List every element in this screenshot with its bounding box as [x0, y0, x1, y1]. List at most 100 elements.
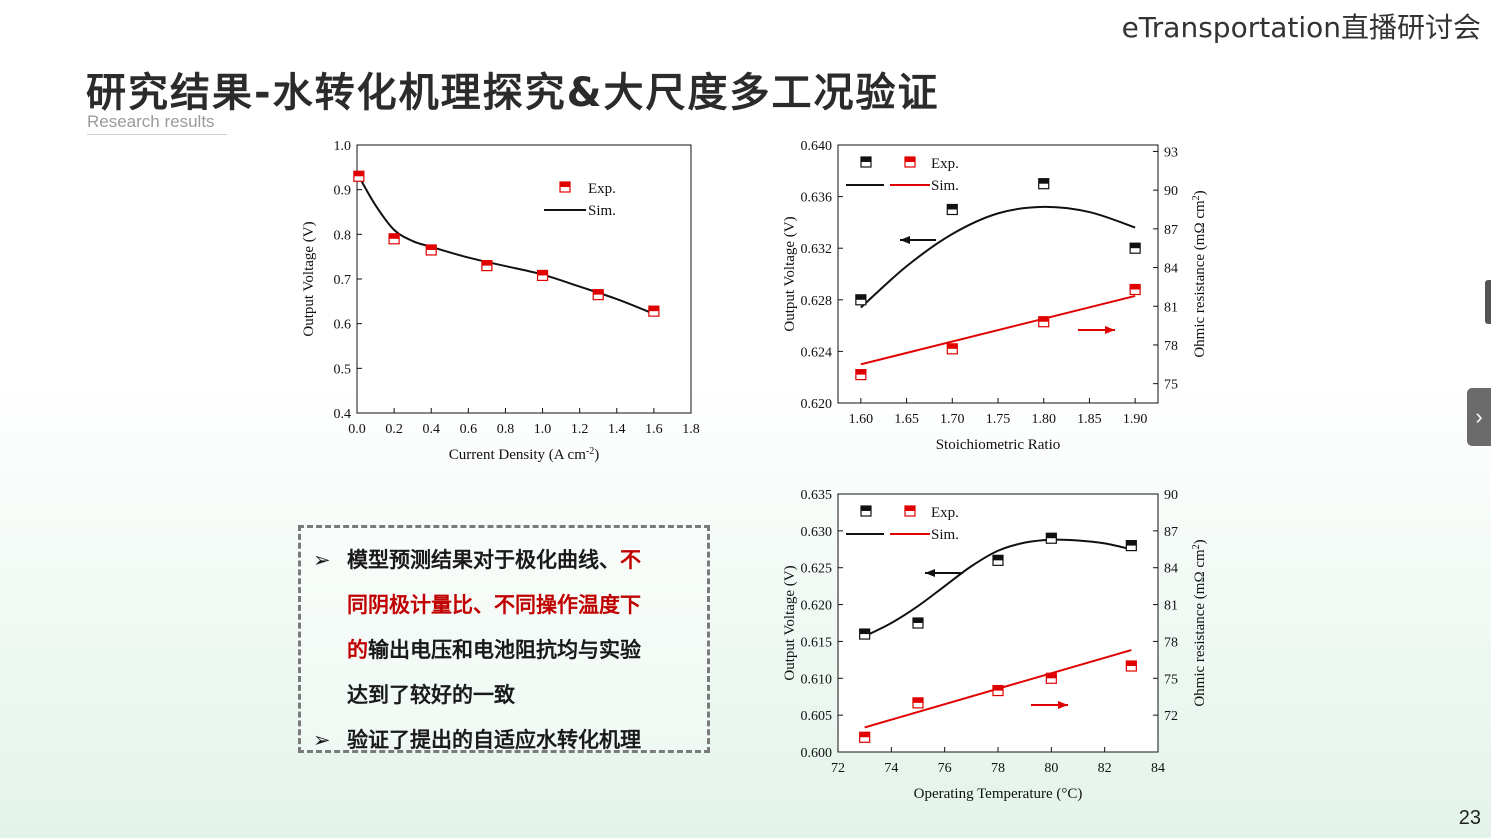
y-right-tick-label: 90: [1164, 488, 1178, 503]
x-axis-label: Current Density (A cm-2): [449, 446, 599, 464]
bullet-2-text: 验证了提出的自适应水转化机理: [347, 728, 641, 752]
legend-exp-marker-red: [904, 505, 916, 517]
y-tick-label: 0.5: [334, 362, 352, 377]
x-tick-label: 0.0: [348, 422, 366, 437]
y-tick-label: 0.6: [334, 318, 352, 333]
exp-point: [481, 260, 493, 272]
bullet-1-highlight-c: 的: [347, 638, 368, 662]
y-right-tick-label: 78: [1164, 339, 1178, 354]
y-tick-label: 0.624: [801, 345, 833, 360]
x-axis-label: Operating Temperature (°C): [914, 786, 1083, 802]
x-tick-label: 76: [938, 761, 952, 776]
y-tick-label: 0.640: [801, 139, 833, 154]
x-tick-label: 1.75: [986, 412, 1011, 427]
conclusion-callout: ➢ 模型预测结果对于极化曲线、不 同阴极计量比、不同操作温度下 的输出电压和电池…: [298, 525, 710, 753]
resistance-exp-point: [946, 343, 958, 355]
side-scroll-indicator[interactable]: [1485, 280, 1491, 324]
x-tick-label: 84: [1151, 761, 1165, 776]
y-right-tick-label: 78: [1164, 635, 1178, 650]
voltage-sim-curve: [864, 538, 1132, 638]
left-axis-arrow: [925, 569, 963, 577]
legend-sim-label: Sim.: [931, 527, 959, 543]
y-tick-label: 0.635: [801, 488, 833, 503]
bullet-1-text-c: 达到了较好的一致: [347, 683, 515, 707]
legend-exp-marker-black: [860, 505, 872, 517]
x-tick-label: 1.0: [534, 422, 552, 437]
x-tick-label: 82: [1098, 761, 1112, 776]
bullet-1-text-a: 模型预测结果对于极化曲线、: [347, 548, 620, 572]
resistance-exp-point: [992, 684, 1004, 697]
x-tick-label: 0.2: [385, 422, 403, 437]
y-tick-label: 0.615: [801, 635, 833, 650]
y-axis-label: Output Voltage (V): [782, 565, 798, 680]
resistance-sim-line: [860, 294, 1136, 366]
y-tick-label: 0.636: [801, 191, 833, 206]
bullet-1-text-b: 输出电压和电池阻抗均与实验: [368, 638, 641, 662]
bullet-1: ➢ 模型预测结果对于极化曲线、不 同阴极计量比、不同操作温度下 的输出电压和电池…: [313, 538, 697, 718]
voltage-exp-point: [1129, 242, 1141, 254]
y-tick-label: 0.9: [334, 184, 352, 199]
y-right-tick-label: 75: [1164, 672, 1178, 687]
plot-frame: [837, 144, 1159, 404]
resistance-exp-point: [1038, 316, 1050, 328]
chevron-right-icon[interactable]: ›: [1467, 388, 1491, 446]
exp-point: [388, 233, 400, 245]
y-tick-label: 0.8: [334, 228, 352, 243]
right-axis-arrow: [1031, 701, 1068, 709]
y-right-tick-label: 75: [1164, 378, 1178, 393]
voltage-exp-point: [1038, 178, 1050, 190]
voltage-exp-point: [855, 294, 867, 306]
exp-point: [648, 305, 660, 317]
bullet-1-highlight-b: 同阴极计量比、不同操作温度下: [347, 593, 641, 617]
voltage-sim-curve: [860, 205, 1136, 309]
y-right-tick-label: 93: [1164, 145, 1178, 160]
arrow-bullet-icon: ➢: [313, 728, 331, 752]
y-right-tick-label: 81: [1164, 300, 1178, 315]
voltage-exp-point: [946, 203, 958, 216]
exp-point: [592, 289, 604, 301]
y-tick-label: 0.600: [801, 746, 833, 761]
sim-curve: [357, 175, 655, 315]
resistance-exp-point: [1129, 283, 1141, 296]
x-tick-label: 80: [1044, 761, 1058, 776]
voltage-exp-point: [912, 617, 924, 629]
legend-exp-label: Exp.: [931, 505, 959, 521]
legend-exp-marker-red: [904, 156, 916, 168]
left-axis-arrow: [900, 236, 936, 244]
legend-sim-label: Sim.: [588, 203, 616, 219]
y-right-tick-label: 87: [1164, 223, 1178, 238]
page-title: 研究结果-水转化机理探究&大尺度多工况验证: [86, 70, 940, 116]
legend-exp-label: Exp.: [588, 181, 616, 197]
x-tick-label: 1.90: [1123, 412, 1148, 427]
org-name: eTransportation直播研讨会: [1121, 11, 1481, 44]
y-right-axis-label: Ohmic resistance (mΩ cm2): [1191, 539, 1209, 706]
y-right-tick-label: 84: [1164, 562, 1178, 577]
y-tick-label: 1.0: [334, 139, 352, 154]
x-tick-label: 1.70: [940, 412, 965, 427]
page-number: 23: [1458, 807, 1481, 829]
x-tick-label: 72: [831, 761, 845, 776]
x-tick-label: 1.85: [1077, 412, 1102, 427]
x-tick-label: 0.8: [497, 422, 515, 437]
y-tick-label: 0.628: [801, 294, 833, 309]
y-tick-label: 0.632: [801, 242, 833, 257]
y-tick-label: 0.605: [801, 709, 833, 724]
voltage-exp-point: [1045, 532, 1057, 544]
y-tick-label: 0.620: [801, 397, 833, 412]
x-tick-label: 1.60: [849, 412, 874, 427]
x-tick-label: 1.80: [1031, 412, 1056, 427]
legend-exp-marker: [559, 181, 571, 193]
legend-sim-label: Sim.: [931, 178, 959, 194]
x-tick-label: 0.6: [460, 422, 478, 437]
x-axis-label: Stoichiometric Ratio: [936, 437, 1061, 453]
resistance-exp-point: [1045, 672, 1057, 684]
voltage-exp-point: [992, 554, 1004, 566]
resistance-exp-point: [859, 731, 871, 743]
x-tick-label: 1.65: [894, 412, 919, 427]
y-right-tick-label: 90: [1164, 184, 1178, 199]
y-right-tick-label: 72: [1164, 709, 1178, 724]
voltage-exp-point: [1125, 539, 1137, 552]
y-right-tick-label: 84: [1164, 262, 1178, 277]
